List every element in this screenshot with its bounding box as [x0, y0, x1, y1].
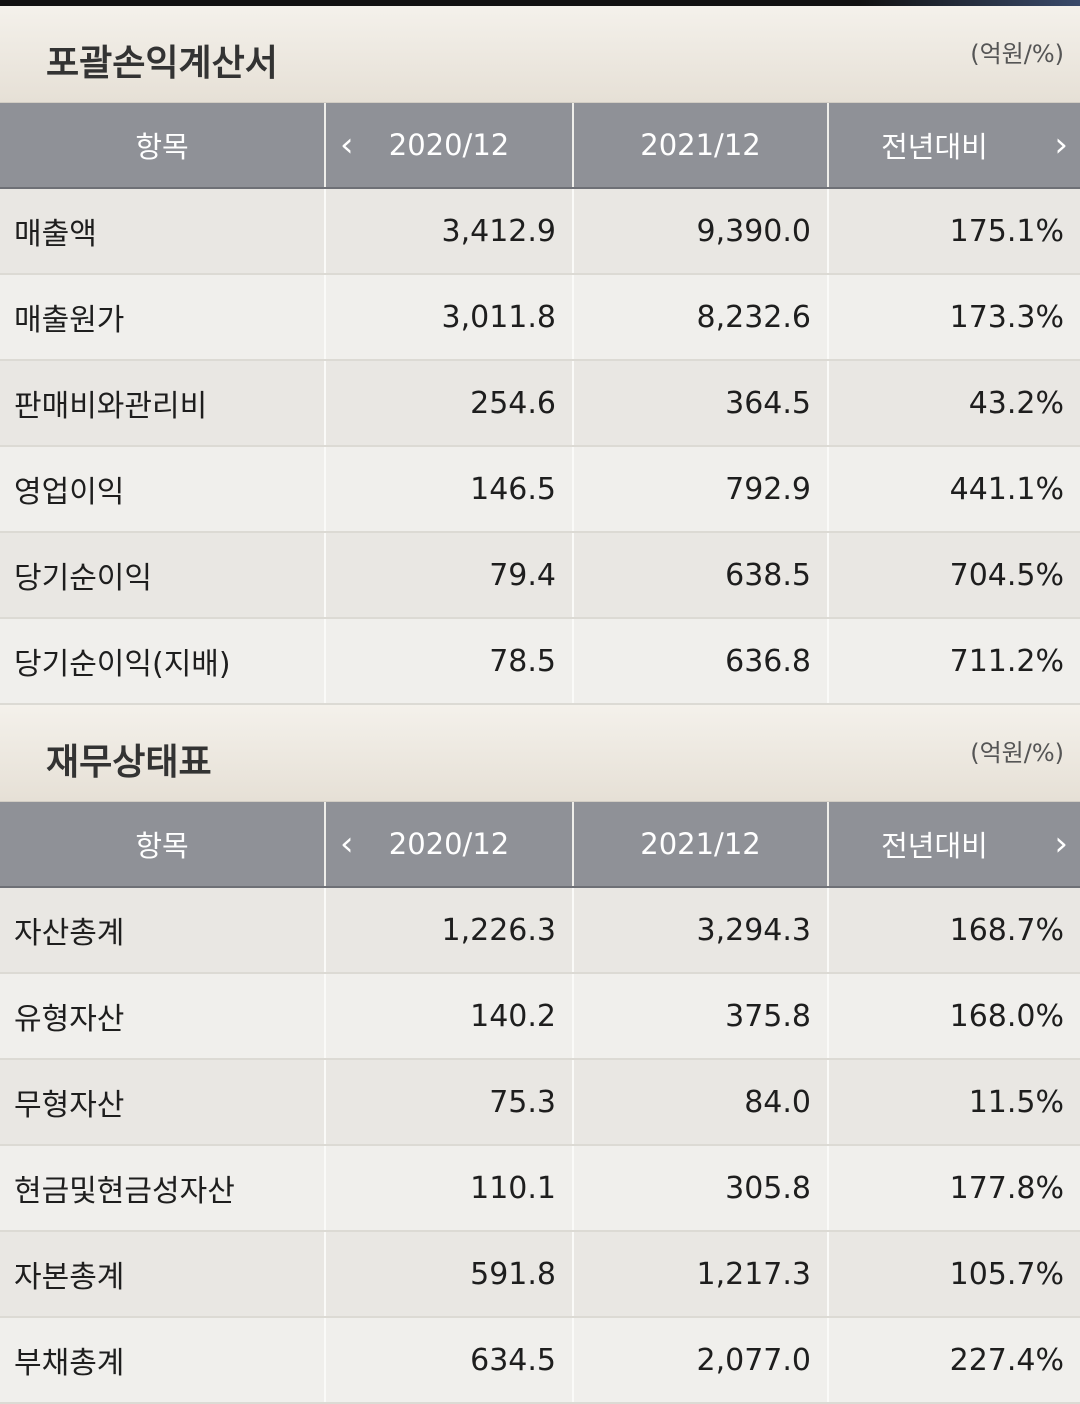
cell-curr: 84.0: [572, 1059, 828, 1146]
column-header-curr-year: 2021/12: [572, 103, 828, 189]
column-header-prev-label: 2020/12: [388, 827, 510, 861]
cell-prev: 591.8: [324, 1231, 573, 1318]
column-header-item-label: 항목: [135, 829, 189, 863]
column-header-yoy: 전년대비 ›: [827, 802, 1080, 888]
row-label: 자산총계: [0, 887, 325, 974]
chevron-right-icon[interactable]: ›: [1054, 824, 1068, 864]
row-label: 무형자산: [0, 1059, 325, 1146]
balance-sheet-title: 재무상태표: [46, 742, 212, 783]
cell-yoy: 173.3%: [827, 274, 1080, 361]
column-header-yoy-label: 전년대비: [881, 130, 988, 164]
column-header-curr-label: 2021/12: [640, 128, 761, 162]
cell-yoy: 11.5%: [827, 1059, 1080, 1146]
row-label: 부채총계: [0, 1317, 325, 1404]
cell-curr: 364.5: [572, 360, 828, 447]
cell-prev: 634.5: [324, 1317, 573, 1404]
cell-curr: 792.9: [572, 446, 828, 533]
income-statement-unit: (억원/%): [970, 40, 1064, 68]
cell-yoy: 177.8%: [827, 1145, 1080, 1232]
cell-curr: 305.8: [572, 1145, 828, 1232]
column-header-yoy: 전년대비 ›: [827, 103, 1080, 189]
cell-curr: 3,294.3: [572, 887, 828, 974]
cell-curr: 8,232.6: [572, 274, 828, 361]
row-label: 자본총계: [0, 1231, 325, 1318]
income-statement-table: 항목 ‹ 2020/12 2021/12 전년대비 › 매출액 3,412.9 …: [0, 103, 1080, 705]
cell-prev: 140.2: [324, 973, 573, 1060]
cell-prev: 78.5: [324, 618, 573, 705]
column-header-item: 항목: [0, 103, 325, 189]
row-label: 영업이익: [0, 446, 325, 533]
column-header-prev-year: ‹ 2020/12: [324, 802, 573, 888]
cell-prev: 75.3: [324, 1059, 573, 1146]
cell-prev: 79.4: [324, 532, 573, 619]
table-row: 매출액 3,412.9 9,390.0 175.1%: [0, 188, 1080, 275]
chevron-left-icon[interactable]: ‹: [340, 125, 354, 165]
cell-curr: 2,077.0: [572, 1317, 828, 1404]
cell-yoy: 43.2%: [827, 360, 1080, 447]
cell-yoy: 441.1%: [827, 446, 1080, 533]
table-row: 매출원가 3,011.8 8,232.6 173.3%: [0, 274, 1080, 361]
cell-curr: 638.5: [572, 532, 828, 619]
table-row: 현금및현금성자산 110.1 305.8 177.8%: [0, 1145, 1080, 1232]
column-header-yoy-label: 전년대비: [881, 829, 988, 863]
cell-prev: 110.1: [324, 1145, 573, 1232]
table-row: 자본총계 591.8 1,217.3 105.7%: [0, 1231, 1080, 1318]
row-label: 판매비와관리비: [0, 360, 325, 447]
column-header-prev-label: 2020/12: [388, 128, 510, 162]
cell-yoy: 227.4%: [827, 1317, 1080, 1404]
cell-curr: 1,217.3: [572, 1231, 828, 1318]
income-statement-title: 포괄손익계산서: [46, 43, 278, 84]
cell-prev: 1,226.3: [324, 887, 573, 974]
cell-prev: 146.5: [324, 446, 573, 533]
cell-yoy: 704.5%: [827, 532, 1080, 619]
balance-sheet-table: 항목 ‹ 2020/12 2021/12 전년대비 › 자산총계 1,226.3…: [0, 802, 1080, 1404]
table-row: 무형자산 75.3 84.0 11.5%: [0, 1059, 1080, 1146]
cell-yoy: 711.2%: [827, 618, 1080, 705]
cell-yoy: 175.1%: [827, 188, 1080, 275]
cell-prev: 254.6: [324, 360, 573, 447]
row-label: 당기순이익: [0, 532, 325, 619]
row-label: 매출액: [0, 188, 325, 275]
chevron-left-icon[interactable]: ‹: [340, 824, 354, 864]
cell-prev: 3,412.9: [324, 188, 573, 275]
cell-curr: 375.8: [572, 973, 828, 1060]
cell-curr: 9,390.0: [572, 188, 828, 275]
row-label: 현금및현금성자산: [0, 1145, 325, 1232]
cell-yoy: 168.0%: [827, 973, 1080, 1060]
table-row: 당기순이익 79.4 638.5 704.5%: [0, 532, 1080, 619]
table-row: 당기순이익(지배) 78.5 636.8 711.2%: [0, 618, 1080, 705]
income-statement-header: 포괄손익계산서 (억원/%): [0, 6, 1080, 103]
column-header-item: 항목: [0, 802, 325, 888]
column-header-prev-year: ‹ 2020/12: [324, 103, 573, 189]
column-header-item-label: 항목: [135, 130, 189, 164]
table-row: 판매비와관리비 254.6 364.5 43.2%: [0, 360, 1080, 447]
top-status-bar: [0, 0, 1080, 6]
row-label: 매출원가: [0, 274, 325, 361]
balance-sheet-header: 재무상태표 (억원/%): [0, 705, 1080, 802]
table-row: 부채총계 634.5 2,077.0 227.4%: [0, 1317, 1080, 1404]
table-row: 영업이익 146.5 792.9 441.1%: [0, 446, 1080, 533]
table-row: 유형자산 140.2 375.8 168.0%: [0, 973, 1080, 1060]
column-header-curr-year: 2021/12: [572, 802, 828, 888]
chevron-right-icon[interactable]: ›: [1054, 125, 1068, 165]
table-header-row: 항목 ‹ 2020/12 2021/12 전년대비 ›: [0, 103, 1080, 189]
cell-yoy: 105.7%: [827, 1231, 1080, 1318]
column-header-curr-label: 2021/12: [640, 827, 761, 861]
row-label: 당기순이익(지배): [0, 618, 325, 705]
balance-sheet-unit: (억원/%): [970, 739, 1064, 767]
row-label: 유형자산: [0, 973, 325, 1060]
cell-prev: 3,011.8: [324, 274, 573, 361]
cell-curr: 636.8: [572, 618, 828, 705]
table-row: 자산총계 1,226.3 3,294.3 168.7%: [0, 887, 1080, 974]
cell-yoy: 168.7%: [827, 887, 1080, 974]
table-header-row: 항목 ‹ 2020/12 2021/12 전년대비 ›: [0, 802, 1080, 888]
